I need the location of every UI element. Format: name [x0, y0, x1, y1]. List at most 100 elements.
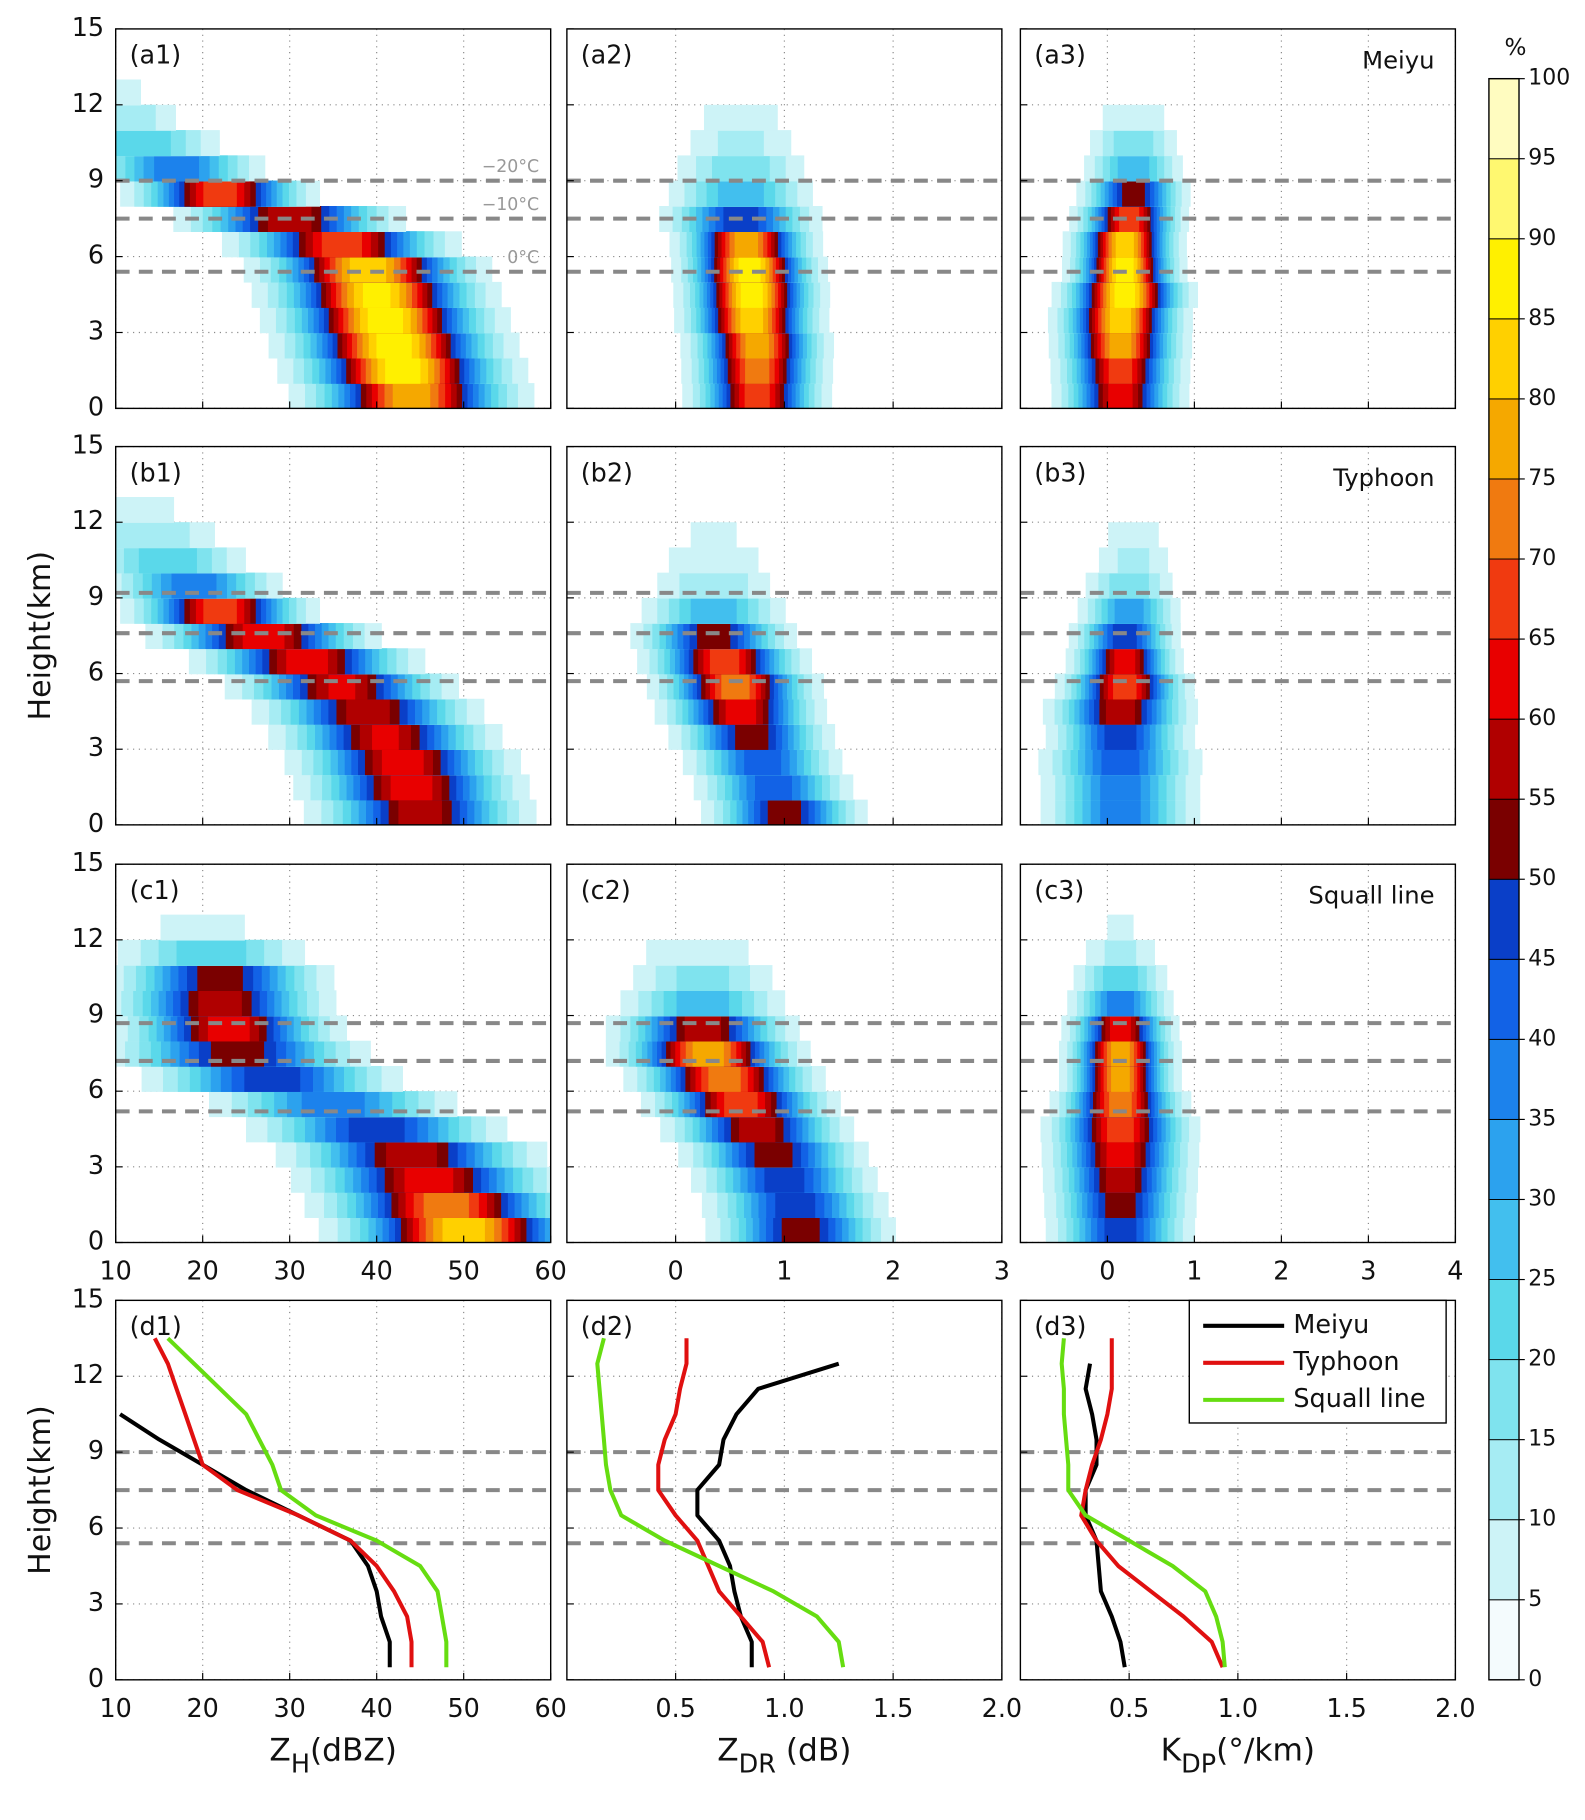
legend-label: Squall line — [1293, 1384, 1425, 1414]
colorbar-segment — [1488, 1599, 1520, 1681]
frequency-band — [735, 723, 769, 750]
panel: (a2) — [566, 28, 1003, 410]
colorbar-segment — [1488, 158, 1520, 240]
x-axis-label: KDP(°/km) — [1161, 1733, 1315, 1780]
frequency-band — [690, 522, 737, 549]
x-tick-label: 3 — [1360, 1257, 1376, 1287]
panel-border — [114, 863, 552, 1244]
frequency-band — [1100, 799, 1141, 825]
colorbar-tick-label: 65 — [1528, 626, 1556, 651]
frequency-band — [346, 698, 390, 725]
x-tick-label: 50 — [447, 1257, 479, 1287]
frequency-band — [115, 104, 156, 131]
frequency-band — [717, 130, 764, 157]
frequency-band — [690, 597, 737, 624]
x-axis-label-main: Z — [717, 1733, 738, 1769]
panel-label: (d3) — [1034, 1312, 1086, 1342]
frequency-band — [738, 256, 761, 283]
panel: (b3) Typhoon — [1019, 445, 1457, 826]
frequency-band — [1119, 206, 1140, 232]
x-tick-label: 1.5 — [873, 1694, 913, 1724]
colorbar-segment — [1488, 238, 1520, 320]
colorbar-tick-label: 15 — [1528, 1427, 1556, 1452]
frequency-band — [138, 547, 197, 574]
frequency-band — [721, 673, 750, 700]
plot-area — [566, 446, 1002, 825]
x-tick-label: 40 — [360, 1694, 392, 1724]
panel-label: (b1) — [130, 458, 182, 488]
profile-line — [1079, 1338, 1225, 1669]
frequency-band — [1108, 383, 1133, 409]
frequency-band — [386, 1141, 437, 1168]
frequency-band — [764, 1166, 805, 1193]
y-tick-label: 9 — [88, 582, 104, 612]
frequency-band — [115, 130, 171, 157]
frequency-band — [286, 648, 328, 675]
frequency-band — [1111, 1065, 1130, 1092]
colorbar-segment — [1488, 1118, 1520, 1200]
y-tick-label: 9 — [88, 1436, 104, 1466]
colorbar-tick-label: 40 — [1528, 1026, 1556, 1051]
colorbar-border — [1488, 77, 1520, 1681]
y-tick-label: 3 — [88, 1151, 104, 1181]
colorbar-tick-label: 25 — [1528, 1267, 1556, 1292]
frequency-band — [1107, 1116, 1134, 1143]
x-tick-label: 10 — [100, 1694, 132, 1724]
colorbar-tick-label: 80 — [1528, 386, 1556, 411]
colorbar-segment — [1488, 318, 1520, 400]
frequency-band — [1101, 749, 1140, 776]
panel: 0 3 6 9 12 15 0°C −10°C −20°C (a1) — [72, 13, 552, 422]
panel-label: (c2) — [581, 876, 631, 906]
colorbar-segment — [1488, 1359, 1520, 1441]
panel-border — [566, 863, 1003, 1244]
panel-border — [1019, 1299, 1457, 1681]
x-tick-label: 0.5 — [655, 1694, 695, 1724]
frequency-band — [1109, 332, 1132, 359]
frequency-band — [754, 1141, 793, 1168]
y-tick-label: 12 — [72, 506, 104, 536]
legend-label: Typhoon — [1292, 1347, 1399, 1377]
x-tick-label: 1.5 — [1326, 1694, 1366, 1724]
frequency-band — [1104, 939, 1137, 966]
colorbar-tick-label: 10 — [1528, 1507, 1556, 1532]
panel: 0.5 1.0 1.5 2.0 Meiyu Typhoon Squall line (d3) K… — [1019, 1299, 1476, 1780]
colorbar-tick-label: 20 — [1528, 1347, 1556, 1372]
frequency-band — [1102, 965, 1138, 992]
regime-label: Typhoon — [1332, 463, 1434, 492]
colorbar-label: % — [1505, 35, 1527, 61]
profile-line — [166, 1336, 449, 1668]
frequency-band — [1104, 1217, 1137, 1243]
x-tick-label: 4 — [1447, 1257, 1463, 1287]
panel-border — [1019, 445, 1457, 826]
frequency-band — [744, 749, 782, 776]
panel: 10 20 30 40 50 60 0 3 6 9 12 15 (d1) Height(km) ZH(dBZ… — [23, 1284, 567, 1779]
panel-label: (b2) — [581, 458, 633, 488]
panel-border — [114, 445, 552, 826]
x-tick-label: 30 — [274, 1257, 306, 1287]
frequency-band — [390, 774, 433, 801]
frequency-band — [423, 1192, 469, 1218]
panel-border — [566, 28, 1003, 410]
panel: (a3) Meiyu — [1019, 28, 1457, 410]
isotherm-label: 0°C — [507, 248, 539, 268]
colorbar-segment — [1488, 1279, 1520, 1361]
panel: 0 1 2 3 (c2) — [566, 863, 1010, 1287]
plot-area — [566, 864, 1002, 1243]
frequency-band — [755, 774, 792, 801]
colorbar-segment — [1488, 718, 1520, 800]
panel-label: (d1) — [130, 1312, 182, 1342]
colorbar-tick-label: 60 — [1528, 706, 1556, 731]
frequency-band — [1100, 774, 1141, 801]
frequency-band — [207, 1015, 250, 1042]
frequency-band — [740, 281, 763, 308]
plot-area — [115, 28, 551, 409]
y-axis-label: Height(km) — [23, 1405, 58, 1575]
frequency-band — [1105, 1192, 1136, 1218]
frequency-band — [1105, 1166, 1135, 1193]
x-tick-label: 3 — [994, 1257, 1010, 1287]
x-tick-label: 30 — [274, 1694, 306, 1724]
isotherm-label: −10°C — [482, 195, 539, 215]
plot-area — [1020, 446, 1456, 825]
colorbar-tick-label: 0 — [1528, 1667, 1542, 1692]
panel-label: (d2) — [581, 1312, 633, 1342]
